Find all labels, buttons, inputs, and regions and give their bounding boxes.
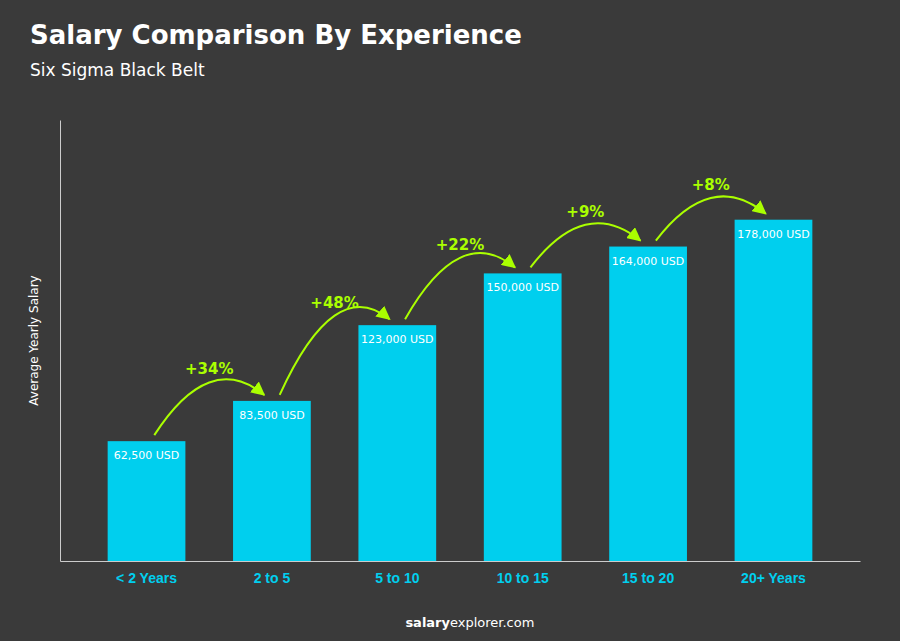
change-label: +22%	[436, 236, 484, 254]
bars	[108, 220, 813, 561]
x-tick: 10 to 15	[497, 561, 549, 586]
title: Salary Comparison By Experience	[30, 20, 522, 50]
x-axis-line	[61, 561, 861, 562]
watermark: salary	[405, 615, 450, 630]
subtitle: Six Sigma Black Belt	[30, 60, 205, 80]
data-label: 123,000 USD	[361, 333, 434, 346]
x-tick-label: 15 to 20	[622, 570, 674, 586]
change-label: +48%	[310, 294, 358, 312]
bar	[233, 401, 311, 561]
x-tick: 5 to 10	[375, 561, 420, 586]
y-axis	[60, 121, 61, 562]
change-arrow	[280, 307, 390, 395]
watermark: explorer.com	[450, 615, 534, 630]
change-arrow	[154, 379, 264, 435]
data-label: 62,500 USD	[114, 449, 180, 462]
x-tick-label: 5 to 10	[375, 570, 420, 586]
bar	[358, 325, 436, 561]
x-tick: 15 to 20	[622, 561, 674, 586]
x-tick: 2 to 5	[254, 561, 291, 586]
change-label: +8%	[692, 176, 730, 194]
x-tick-label: < 2 Years	[116, 570, 177, 586]
bar	[735, 220, 813, 561]
y-axis-line	[60, 121, 61, 562]
data-label: 83,500 USD	[239, 409, 305, 422]
change-annotations: +34% +48% +22% +9% +8%	[154, 176, 765, 435]
x-tick-label: 10 to 15	[497, 570, 549, 586]
change-arrow	[530, 223, 640, 267]
change-arrow	[405, 253, 515, 319]
chart: Salary Comparison By Experience Six Sigma…	[0, 0, 900, 641]
change-label: +34%	[185, 360, 233, 378]
data-label: 178,000 USD	[737, 228, 810, 241]
x-tick-label: 2 to 5	[254, 570, 291, 586]
data-label: 164,000 USD	[612, 255, 685, 268]
y-axis-title: Average Yearly Salary	[27, 275, 41, 405]
x-tick-label: 20+ Years	[741, 570, 806, 586]
change-arrow	[656, 196, 766, 240]
bar	[484, 273, 562, 561]
x-tick: < 2 Years	[116, 561, 177, 586]
data-labels: 62,500 USD 83,500 USD 123,000 USD 150,000 U…	[114, 228, 810, 462]
x-axis: < 2 Years 2 to 5 5 to 10 10 to 15 15 to 20 20…	[61, 561, 861, 586]
x-tick: 20+ Years	[741, 561, 806, 586]
bar	[108, 441, 186, 561]
change-label: +9%	[566, 203, 604, 221]
background	[0, 0, 900, 641]
data-label: 150,000 USD	[486, 281, 559, 294]
plot: < 2 Years 2 to 5 5 to 10 10 to 15 15 to 20 20…	[27, 121, 861, 586]
bar	[609, 247, 687, 561]
